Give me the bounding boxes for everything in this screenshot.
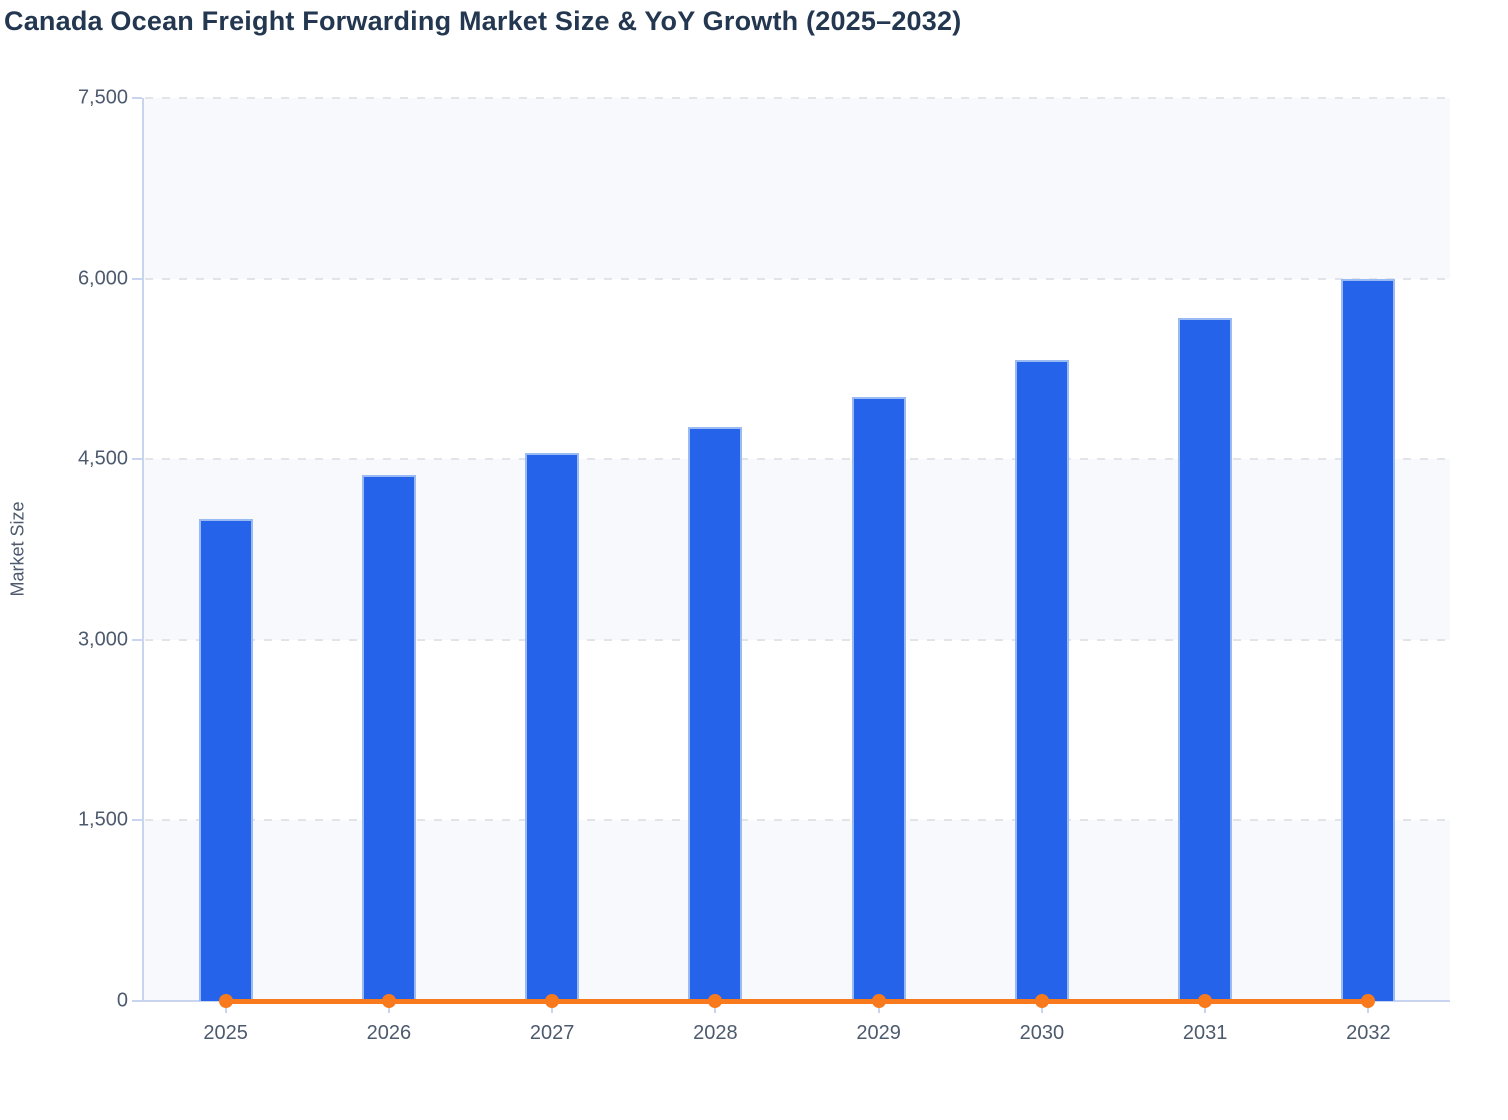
gridline — [145, 277, 1450, 280]
y-tick-label: 7,500 — [77, 86, 128, 109]
y-axis-tick — [132, 819, 142, 822]
bar-2029 — [851, 396, 906, 1001]
y-axis-line — [142, 98, 144, 1002]
x-tick-label: 2025 — [203, 1022, 248, 1044]
y-axis-tick — [132, 1000, 142, 1002]
yoy-growth-line — [225, 998, 1369, 1004]
bar-2030 — [1014, 360, 1069, 1001]
bar-2025 — [198, 519, 253, 1001]
x-tick-label: 2031 — [1182, 1022, 1228, 1044]
plot-band — [144, 459, 1450, 640]
gridline — [145, 97, 1450, 99]
y-axis-tick — [132, 277, 142, 280]
yoy-growth-point-2032 — [1361, 994, 1376, 1008]
yoy-growth-point-2025 — [218, 994, 233, 1008]
gridline — [145, 638, 1450, 641]
chart-title: Canada Ocean Freight Forwarding Market S… — [4, 6, 962, 36]
gridline — [145, 819, 1450, 822]
yoy-growth-point-2030 — [1034, 994, 1049, 1008]
x-tick-label: 2032 — [1346, 1022, 1391, 1044]
x-tick-label: 2027 — [529, 1022, 575, 1044]
gridline — [145, 458, 1450, 461]
y-axis-tick — [132, 638, 142, 641]
plot-band — [144, 278, 1450, 460]
y-axis-tick — [132, 97, 142, 99]
y-tick-label: 3,000 — [77, 628, 128, 651]
bar-2027 — [525, 452, 580, 1001]
yoy-growth-point-2029 — [871, 994, 886, 1008]
plot-band — [144, 98, 1450, 279]
yoy-growth-point-2031 — [1198, 994, 1213, 1008]
y-tick-label: 4,500 — [77, 447, 128, 470]
plot-band — [144, 820, 1450, 1001]
x-tick-label: 2029 — [856, 1022, 901, 1044]
yoy-growth-point-2028 — [708, 994, 723, 1008]
yoy-growth-point-2027 — [545, 994, 560, 1008]
bar-2026 — [361, 475, 416, 1001]
bar-2031 — [1178, 317, 1233, 1001]
x-tick-label: 2028 — [693, 1022, 738, 1044]
bar-2032 — [1341, 278, 1396, 1001]
x-tick-label: 2026 — [366, 1022, 412, 1044]
y-tick-label: 1,500 — [77, 808, 128, 831]
y-tick-label: 0 — [116, 989, 128, 1012]
y-axis-tick — [132, 458, 142, 461]
x-tick-label: 2030 — [1019, 1022, 1065, 1044]
y-tick-label: 6,000 — [77, 267, 128, 290]
bar-2028 — [688, 426, 743, 1001]
plot-band — [144, 639, 1450, 821]
yoy-growth-point-2026 — [381, 994, 396, 1008]
y-axis-title: Market Size — [7, 501, 28, 597]
